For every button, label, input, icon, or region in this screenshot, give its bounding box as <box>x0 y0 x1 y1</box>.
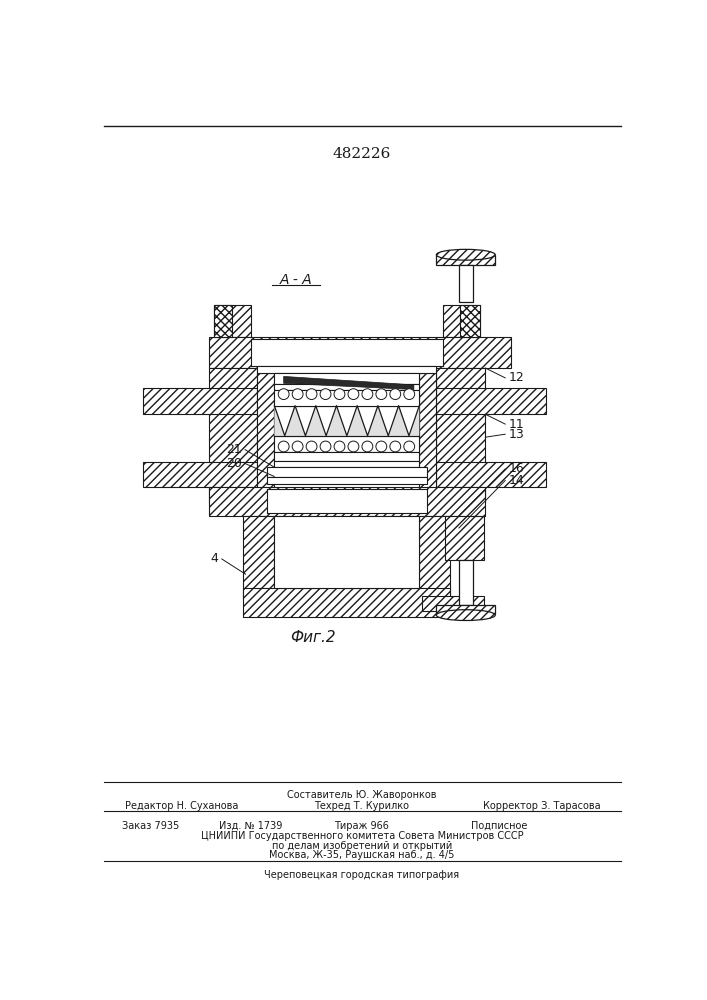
Bar <box>251 339 443 366</box>
Text: 4: 4 <box>211 552 218 565</box>
Circle shape <box>292 389 303 400</box>
Text: 11: 11 <box>508 418 524 431</box>
Circle shape <box>390 441 401 452</box>
Text: по делам изобретений и открытий: по делам изобретений и открытий <box>271 841 452 851</box>
Bar <box>257 366 436 373</box>
Text: 482226: 482226 <box>333 147 391 161</box>
Circle shape <box>404 389 414 400</box>
Polygon shape <box>214 305 232 337</box>
Circle shape <box>362 389 373 400</box>
Polygon shape <box>209 337 510 368</box>
Text: Заказ 7935: Заказ 7935 <box>122 821 179 831</box>
Polygon shape <box>143 462 257 487</box>
Circle shape <box>348 441 359 452</box>
Bar <box>267 467 427 477</box>
Circle shape <box>334 441 345 452</box>
Circle shape <box>362 441 373 452</box>
Text: Изд. № 1739: Изд. № 1739 <box>219 821 283 831</box>
Circle shape <box>348 389 359 400</box>
Polygon shape <box>419 373 436 503</box>
Text: ЦНИИПИ Государственного комитета Совета Министров СССР: ЦНИИПИ Государственного комитета Совета … <box>201 831 523 841</box>
Text: 20: 20 <box>226 457 242 470</box>
Polygon shape <box>143 388 257 414</box>
Polygon shape <box>443 305 480 337</box>
Bar <box>274 390 419 406</box>
Polygon shape <box>436 462 546 487</box>
Circle shape <box>404 441 414 452</box>
Circle shape <box>306 441 317 452</box>
Polygon shape <box>243 588 450 617</box>
Circle shape <box>292 441 303 452</box>
Text: Тираж 966: Тираж 966 <box>334 821 390 831</box>
Bar <box>459 265 473 302</box>
Ellipse shape <box>436 610 495 620</box>
Polygon shape <box>436 388 546 414</box>
Bar <box>274 406 419 436</box>
Circle shape <box>376 389 387 400</box>
Circle shape <box>306 389 317 400</box>
Bar <box>274 516 419 588</box>
Text: 14: 14 <box>508 474 524 487</box>
Text: Подписное: Подписное <box>471 821 527 831</box>
Polygon shape <box>209 368 257 503</box>
Bar <box>274 452 419 461</box>
Polygon shape <box>257 373 274 503</box>
Polygon shape <box>209 487 485 516</box>
Polygon shape <box>284 376 414 389</box>
Text: Корректор З. Тарасова: Корректор З. Тарасова <box>483 801 600 811</box>
Polygon shape <box>436 368 485 503</box>
Text: Фиг.2: Фиг.2 <box>291 630 336 645</box>
Bar <box>267 477 427 484</box>
Polygon shape <box>436 605 495 614</box>
Bar <box>274 373 419 384</box>
Circle shape <box>376 441 387 452</box>
Circle shape <box>320 389 331 400</box>
Text: 12: 12 <box>508 371 524 384</box>
Polygon shape <box>460 305 480 337</box>
Circle shape <box>279 441 289 452</box>
Circle shape <box>279 389 289 400</box>
Polygon shape <box>243 516 274 599</box>
Polygon shape <box>419 516 450 599</box>
Circle shape <box>334 389 345 400</box>
Bar <box>267 489 427 513</box>
Text: Череповецкая городская типография: Череповецкая городская типография <box>264 870 460 880</box>
Polygon shape <box>214 305 251 337</box>
Bar <box>274 384 419 390</box>
Text: 13: 13 <box>508 428 524 441</box>
Ellipse shape <box>436 249 495 260</box>
Polygon shape <box>436 255 495 265</box>
Bar <box>274 461 419 467</box>
Text: 21: 21 <box>226 443 242 456</box>
Circle shape <box>390 389 401 400</box>
Polygon shape <box>445 516 484 560</box>
Text: A - A: A - A <box>280 273 312 287</box>
Text: Составитель Ю. Жаворонков: Составитель Ю. Жаворонков <box>287 790 437 800</box>
Text: Москва, Ж-35, Раушская наб., д. 4/5: Москва, Ж-35, Раушская наб., д. 4/5 <box>269 850 455 860</box>
Text: Техред Т. Курилко: Техред Т. Курилко <box>315 801 409 811</box>
Text: 16: 16 <box>508 462 524 475</box>
Polygon shape <box>274 406 419 436</box>
Text: Редактор Н. Суханова: Редактор Н. Суханова <box>124 801 238 811</box>
Bar <box>274 436 419 452</box>
Circle shape <box>320 441 331 452</box>
Bar <box>459 560 473 605</box>
Polygon shape <box>421 596 484 611</box>
